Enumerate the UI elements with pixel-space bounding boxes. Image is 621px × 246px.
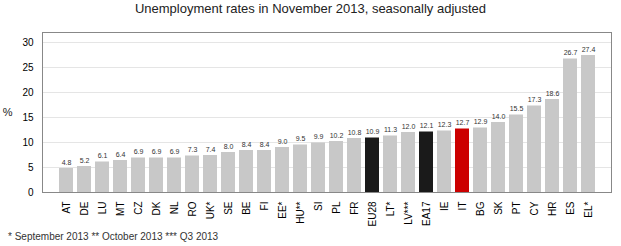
svg-text:17.3: 17.3 bbox=[528, 96, 542, 103]
svg-text:MT: MT bbox=[115, 202, 126, 216]
svg-text:EA17: EA17 bbox=[421, 201, 432, 226]
svg-text:7.4: 7.4 bbox=[206, 146, 216, 153]
svg-text:6.9: 6.9 bbox=[134, 148, 144, 155]
svg-text:8.4: 8.4 bbox=[260, 141, 270, 148]
svg-text:4.8: 4.8 bbox=[62, 159, 72, 166]
svg-text:HR: HR bbox=[547, 202, 558, 216]
svg-text:12.7: 12.7 bbox=[456, 119, 470, 126]
svg-text:IE: IE bbox=[439, 201, 450, 211]
svg-text:10.8: 10.8 bbox=[348, 129, 362, 136]
svg-text:9.5: 9.5 bbox=[296, 135, 306, 142]
svg-text:PL: PL bbox=[331, 201, 342, 214]
svg-text:RO: RO bbox=[187, 201, 198, 216]
svg-text:20: 20 bbox=[22, 87, 34, 98]
svg-text:15: 15 bbox=[22, 112, 34, 123]
svg-text:12.3: 12.3 bbox=[438, 121, 452, 128]
svg-text:0: 0 bbox=[28, 187, 34, 198]
svg-text:CY: CY bbox=[529, 201, 540, 215]
svg-text:12.1: 12.1 bbox=[420, 122, 434, 129]
svg-text:6.1: 6.1 bbox=[98, 152, 108, 159]
svg-text:6.4: 6.4 bbox=[116, 151, 126, 158]
svg-text:NL: NL bbox=[169, 201, 180, 214]
svg-text:25: 25 bbox=[22, 62, 34, 73]
svg-text:%: % bbox=[3, 106, 13, 118]
svg-text:11.3: 11.3 bbox=[384, 126, 397, 133]
svg-text:27.4: 27.4 bbox=[582, 46, 596, 53]
svg-text:DE: DE bbox=[79, 201, 90, 215]
svg-text:CZ: CZ bbox=[133, 202, 144, 215]
svg-text:LU: LU bbox=[97, 202, 108, 215]
svg-text:26.7: 26.7 bbox=[564, 49, 578, 56]
svg-text:BE: BE bbox=[241, 201, 252, 215]
svg-text:IT: IT bbox=[457, 202, 468, 211]
svg-text:HU**: HU** bbox=[295, 201, 306, 223]
svg-text:SK: SK bbox=[493, 201, 504, 215]
svg-text:8.0: 8.0 bbox=[224, 143, 234, 150]
svg-text:ES: ES bbox=[565, 201, 576, 215]
svg-text:LT*: LT* bbox=[385, 201, 396, 216]
svg-text:AT: AT bbox=[61, 202, 72, 214]
svg-text:BG: BG bbox=[475, 201, 486, 216]
svg-text:6.9: 6.9 bbox=[170, 148, 180, 155]
svg-text:DK: DK bbox=[151, 201, 162, 215]
svg-text:15.5: 15.5 bbox=[510, 105, 524, 112]
svg-text:EE*: EE* bbox=[277, 201, 288, 218]
svg-text:10: 10 bbox=[22, 137, 34, 148]
svg-text:FI: FI bbox=[259, 202, 270, 211]
svg-text:30: 30 bbox=[22, 37, 34, 48]
svg-text:10.2: 10.2 bbox=[330, 132, 344, 139]
svg-text:9.9: 9.9 bbox=[314, 133, 324, 140]
svg-text:EU28: EU28 bbox=[367, 201, 378, 226]
svg-text:12.9: 12.9 bbox=[474, 118, 488, 125]
html-text:Unemployment rates in November: Unemployment rates in November 2013, sea… bbox=[134, 1, 487, 16]
svg-text:5: 5 bbox=[28, 162, 34, 173]
svg-text:EL*: EL* bbox=[583, 201, 594, 217]
svg-text:SI: SI bbox=[313, 202, 324, 211]
svg-text:PT: PT bbox=[511, 202, 522, 215]
svg-text:9.0: 9.0 bbox=[278, 138, 288, 145]
svg-text:UK*: UK* bbox=[205, 201, 216, 219]
svg-text:6.9: 6.9 bbox=[152, 148, 162, 155]
svg-text:8.4: 8.4 bbox=[242, 141, 252, 148]
svg-text:14.0: 14.0 bbox=[492, 113, 506, 120]
svg-text:FR: FR bbox=[349, 202, 360, 215]
svg-text:12.0: 12.0 bbox=[402, 123, 416, 130]
html-text:* September 2013 ** October 20: * September 2013 ** October 2013 *** Q3 … bbox=[8, 231, 219, 242]
svg-text:SE: SE bbox=[223, 201, 234, 215]
svg-text:10.9: 10.9 bbox=[366, 128, 380, 135]
svg-text:18.6: 18.6 bbox=[546, 90, 560, 97]
svg-text:7.3: 7.3 bbox=[188, 146, 198, 153]
svg-text:5.2: 5.2 bbox=[80, 157, 90, 164]
svg-text:LV***: LV*** bbox=[403, 201, 414, 224]
